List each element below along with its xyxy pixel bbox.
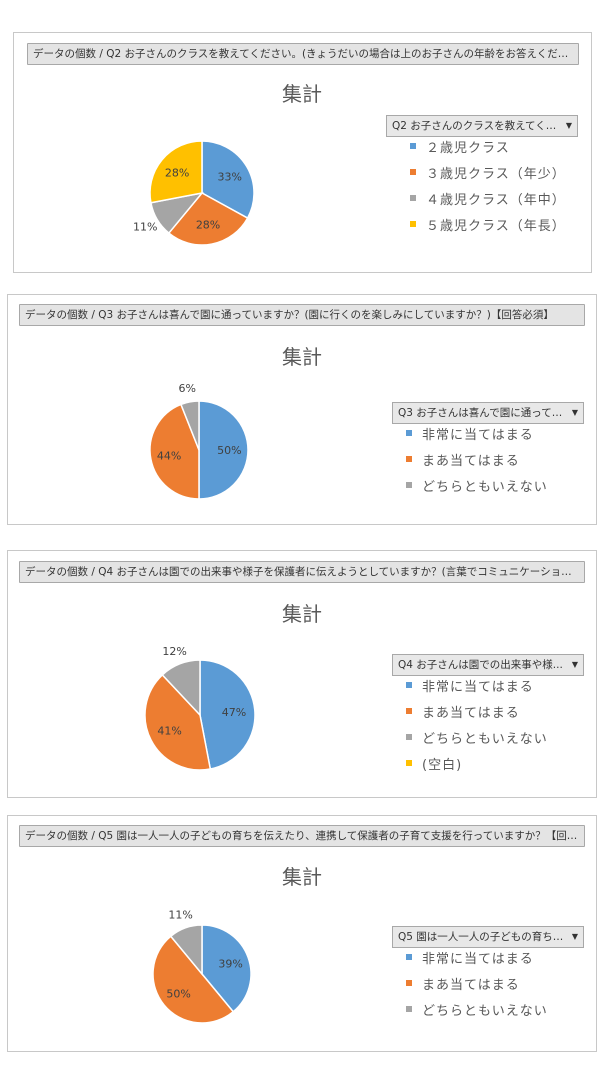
legend-swatch: [406, 430, 412, 436]
pie-slice-3[interactable]: [179, 400, 200, 451]
pie-chart: 33% 28% 11% 28%: [133, 140, 255, 246]
legend: 非常に当てはまる まあ当てはまるどちらともいえない: [390, 420, 548, 498]
legend-label: ３歳児クラス（年少）: [426, 166, 566, 182]
dropdown-arrow-icon: ▼: [571, 408, 578, 417]
value-field-button[interactable]: データの個数 / Q2 お子さんのクラスを教えてください。(きょうだいの場合は上…: [27, 43, 579, 65]
legend-label: どちらともいえない: [422, 731, 548, 747]
legend-swatch: [406, 682, 412, 688]
legend-label: まあ当てはまる: [422, 977, 520, 993]
legend-swatch: [406, 760, 412, 766]
legend-entry-4: ５歳児クラス（年長）: [394, 211, 566, 237]
data-label-1: 33%: [218, 171, 242, 184]
pie-chart: 50% 44% 6%: [149, 382, 249, 500]
value-field-button[interactable]: データの個数 / Q4 お子さんは園での出来事や様子を保護者に伝えようとしていま…: [19, 561, 585, 583]
legend-field-label: Q3 お子さんは喜んで園に通ってい...: [398, 407, 573, 419]
legend-swatch: [410, 221, 416, 227]
legend-entry-3: どちらともいえない: [390, 472, 548, 498]
legend-swatch: [406, 1006, 412, 1012]
data-label-4: 28%: [165, 166, 189, 179]
legend-entry-1: 非常に当てはまる: [390, 672, 548, 698]
legend: 非常に当てはまる まあ当てはまるどちらともいえない (空白): [390, 672, 548, 776]
pie-slice-2[interactable]: [167, 192, 249, 246]
pie-slice-2[interactable]: [149, 403, 200, 500]
data-label-1: 39%: [218, 958, 242, 971]
legend-entry-2: ３歳児クラス（年少）: [394, 159, 566, 185]
pivot-chart-q3: データの個数 / Q3 お子さんは喜んで園に通っていますか？(園に行くのを楽しみ…: [7, 294, 597, 525]
legend-label: ２歳児クラス: [426, 140, 510, 156]
legend-swatch: [406, 734, 412, 740]
legend-swatch: [406, 980, 412, 986]
legend-swatch: [410, 143, 416, 149]
pie-slice-1[interactable]: [198, 400, 249, 500]
data-label-2: 28%: [196, 219, 220, 232]
pie-slice-2[interactable]: [144, 673, 212, 771]
data-label-1: 50%: [217, 444, 241, 457]
legend-field-button[interactable]: Q4 お子さんは園での出来事や様... ▼: [392, 654, 584, 676]
pie-slice-2[interactable]: [152, 935, 235, 1024]
legend-entry-1: ２歳児クラス: [394, 133, 566, 159]
legend-label: 非常に当てはまる: [422, 951, 534, 967]
legend-swatch: [406, 456, 412, 462]
data-label-2: 41%: [157, 724, 181, 737]
legend-swatch: [406, 954, 412, 960]
legend-field-button[interactable]: Q2 お子さんのクラスを教えてくださ... ▼: [386, 115, 578, 137]
legend-entry-1: 非常に当てはまる: [390, 420, 548, 446]
data-label-3: 6%: [178, 382, 195, 395]
legend-field-label: Q5 園は一人一人の子どもの育ちを...: [398, 931, 574, 943]
pivot-chart-q2: データの個数 / Q2 お子さんのクラスを教えてください。(きょうだいの場合は上…: [13, 32, 592, 273]
legend-label: 非常に当てはまる: [422, 427, 534, 443]
value-field-button[interactable]: データの個数 / Q3 お子さんは喜んで園に通っていますか？(園に行くのを楽しみ…: [19, 304, 585, 326]
legend-label: まあ当てはまる: [422, 453, 520, 469]
pie-slice-1[interactable]: [201, 924, 252, 1013]
legend-entry-3: どちらともいえない: [390, 996, 548, 1022]
chart-title: 集計: [282, 602, 322, 626]
pie-slice-1[interactable]: [199, 659, 256, 770]
data-label-3: 12%: [162, 645, 186, 658]
legend-entry-3: ４歳児クラス（年中）: [394, 185, 566, 211]
pivot-chart-q4: データの個数 / Q4 お子さんは園での出来事や様子を保護者に伝えようとしていま…: [7, 550, 597, 798]
legend-entry-1: 非常に当てはまる: [390, 944, 548, 970]
chart-title: 集計: [282, 865, 322, 889]
legend-label: ４歳児クラス（年中）: [426, 192, 566, 208]
legend-label: ５歳児クラス（年長）: [426, 218, 566, 234]
legend-swatch: [406, 708, 412, 714]
pie-slice-4[interactable]: [149, 140, 203, 204]
legend: 非常に当てはまる まあ当てはまるどちらともいえない: [390, 944, 548, 1022]
legend-entry-2: まあ当てはまる: [390, 446, 548, 472]
dropdown-arrow-icon: ▼: [571, 660, 578, 669]
data-label-3: 11%: [168, 909, 192, 922]
dropdown-arrow-icon: ▼: [565, 121, 572, 130]
pivot-chart-q5: データの個数 / Q5 園は一人一人の子どもの育ちを伝えたり、連携して保護者の子…: [7, 815, 597, 1052]
legend-label: (空白): [422, 757, 463, 773]
legend-entry-2: まあ当てはまる: [390, 970, 548, 996]
pie-slice-3[interactable]: [161, 659, 201, 717]
data-label-1: 47%: [222, 706, 246, 719]
legend-label: まあ当てはまる: [422, 705, 520, 721]
legend-swatch: [410, 169, 416, 175]
legend-field-button[interactable]: Q5 園は一人一人の子どもの育ちを... ▼: [392, 926, 584, 948]
legend-swatch: [410, 195, 416, 201]
data-label-2: 50%: [166, 987, 190, 1000]
pie-slice-1[interactable]: [201, 140, 255, 220]
legend-field-button[interactable]: Q3 お子さんは喜んで園に通ってい... ▼: [392, 402, 584, 424]
dropdown-arrow-icon: ▼: [571, 932, 578, 941]
legend-label: どちらともいえない: [422, 479, 548, 495]
legend-entry-3: どちらともいえない: [390, 724, 548, 750]
legend-field-label: Q4 お子さんは園での出来事や様...: [398, 659, 563, 671]
chart-title: 集計: [282, 345, 322, 369]
legend-swatch: [406, 482, 412, 488]
chart-title: 集計: [282, 82, 322, 106]
legend-label: どちらともいえない: [422, 1003, 548, 1019]
pie-slice-3[interactable]: [169, 924, 203, 977]
value-field-button[interactable]: データの個数 / Q5 園は一人一人の子どもの育ちを伝えたり、連携して保護者の子…: [19, 825, 585, 847]
data-label-3: 11%: [133, 221, 157, 234]
legend-entry-4: (空白): [390, 750, 548, 776]
legend-field-label: Q2 お子さんのクラスを教えてくださ...: [392, 120, 577, 132]
pie-chart: 39% 50% 11%: [152, 909, 252, 1024]
pie-chart: 47% 41% 12%: [144, 645, 256, 771]
legend: ２歳児クラス ３歳児クラス（年少） ４歳児クラス（年中） ５歳児クラス（年長）: [394, 133, 566, 237]
data-label-2: 44%: [157, 450, 181, 463]
legend-entry-2: まあ当てはまる: [390, 698, 548, 724]
legend-label: 非常に当てはまる: [422, 679, 534, 695]
